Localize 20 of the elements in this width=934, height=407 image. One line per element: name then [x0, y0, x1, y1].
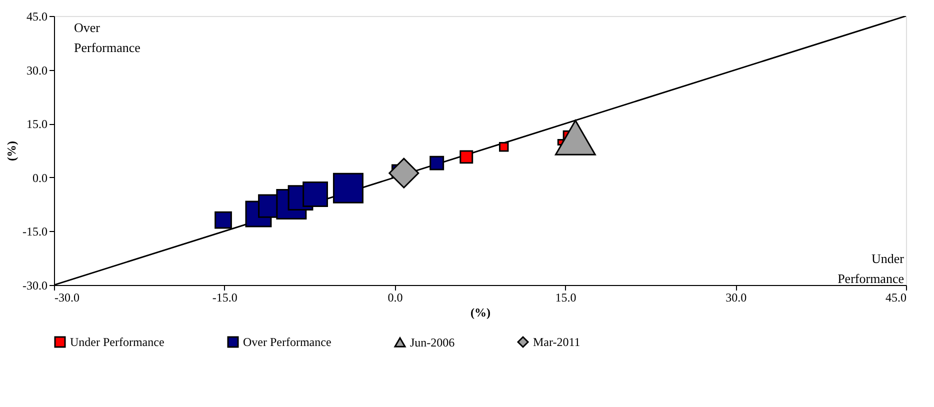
x-tick-label: 15.0 [555, 290, 576, 304]
x-tick-label: -30.0 [54, 290, 80, 304]
y-tick-label: 0.0 [32, 170, 48, 185]
annotation: Over Performance [74, 20, 141, 55]
x-tick-label: 0.0 [388, 290, 403, 304]
y-tick-label: 45.0 [26, 10, 48, 24]
legend-label: Under Performance [70, 335, 164, 349]
legend-label: Over Performance [243, 335, 332, 349]
x-tick-label: -15.0 [212, 290, 238, 304]
legend-label: Jun-2006 [410, 335, 455, 350]
y-tick-label: -30.0 [22, 278, 48, 292]
x-tick-label: 45.0 [886, 290, 906, 304]
annotation: Under Performance [838, 251, 905, 286]
legend-label: Mar-2011 [533, 335, 580, 349]
x-tick-label: 30.0 [726, 290, 747, 304]
y-tick-label: -15.0 [22, 224, 48, 239]
y-axis-title: (%) [4, 141, 19, 161]
x-axis-title: (%) [470, 306, 490, 320]
y-tick-label: 15.0 [26, 117, 48, 132]
y-tick-label: 30.0 [26, 63, 48, 78]
